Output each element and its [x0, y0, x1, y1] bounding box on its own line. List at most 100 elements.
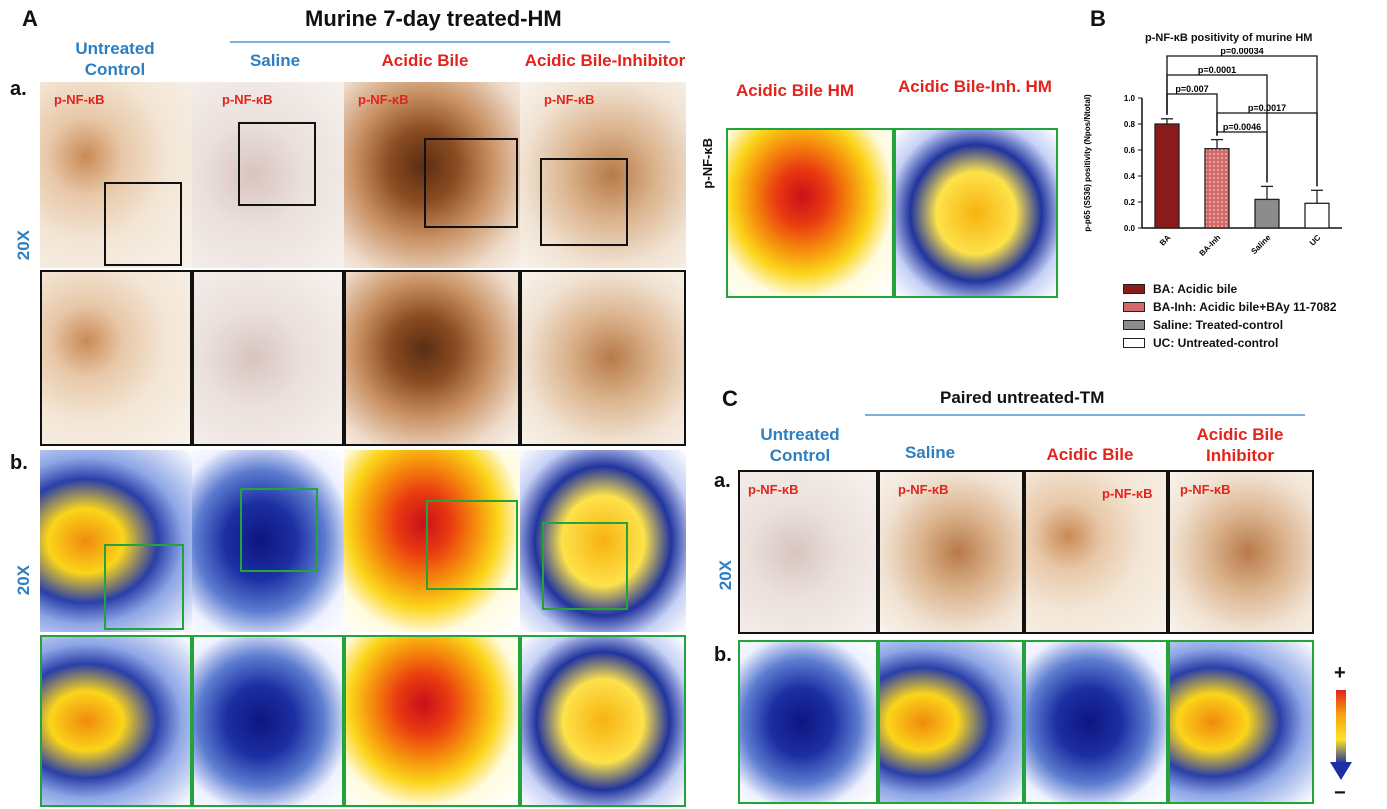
bar-uc [1304, 202, 1330, 229]
heatmap-inset-untreated-control [40, 635, 192, 807]
ihc-inset-acidic-bile [344, 270, 520, 446]
c-heatmap-tile-saline [878, 640, 1024, 804]
panel-a-letter: A [22, 6, 38, 31]
ihc-tile-acidic-bile-inhibitor: p-NF-κB [520, 82, 686, 268]
marker-label: p-NF-κB [222, 92, 273, 107]
heat-title-acidic-bile-inh: Acidic Bile-Inh. HM [898, 77, 1052, 96]
heatmap-inset-acidic-bile-inhibitor [520, 635, 686, 807]
inset-box [540, 158, 628, 246]
marker-label: p-NF-κB [1180, 482, 1231, 497]
row-a-label: a. [10, 78, 27, 100]
ihc-inset-untreated-control [40, 270, 192, 446]
column-header-saline: Saline [249, 51, 301, 70]
legend-label: BA-Inh: Acidic bile+BAy 11-7082 [1153, 300, 1337, 314]
c-magnification-label: 20X [716, 560, 735, 591]
c-heatmap-tile-acidic-bile [1024, 640, 1168, 804]
c-row-b-label: b. [714, 644, 732, 666]
legend-item: BA: Acidic bile [1123, 280, 1337, 298]
significance-bracket [1216, 112, 1318, 187]
heatmap-tile-saline [192, 450, 344, 632]
scale-plus-label: + [1334, 662, 1346, 684]
ihc-tile-acidic-bile: p-NF-κB [344, 82, 520, 268]
marker-label: p-NF-κB [358, 92, 409, 107]
heatmap-compare-acidic-bile-inh [894, 128, 1058, 298]
heatmap-tile-acidic-bile [344, 450, 520, 632]
bar-chart: p-p65 (S536) positivity (Npos/Ntotal) 0.0… [1083, 48, 1342, 258]
x-tick-label: BA-Inh [1198, 233, 1223, 258]
ihc-tile-untreated-control: p-NF-κB [40, 82, 192, 268]
c-ihc-tile-saline: p-NF-κB [878, 470, 1024, 634]
significance-label: p=0.00034 [1220, 48, 1263, 56]
inset-box [542, 522, 628, 610]
c-row-a-label: a. [714, 470, 731, 492]
panel-c-title-rule [865, 414, 1305, 416]
y-tick-label: 0.2 [1124, 198, 1136, 207]
legend-item: UC: Untreated-control [1123, 334, 1337, 352]
inset-box [240, 488, 318, 572]
chart-legend: BA: Acidic bile BA-Inh: Acidic bile+BAy … [1123, 280, 1337, 352]
significance-label: p=0.0046 [1223, 122, 1261, 132]
panel-a-title-rule [230, 41, 670, 43]
legend-swatch [1123, 284, 1145, 294]
c-column-header-acidic-bile-inhibitor: Acidic Bile Inhibitor [1196, 425, 1284, 465]
scale-minus-label: − [1334, 782, 1346, 804]
legend-swatch [1123, 320, 1145, 330]
legend-item: Saline: Treated-control [1123, 316, 1337, 334]
marker-label: p-NF-κB [898, 482, 949, 497]
heatmap-compare-acidic-bile [726, 128, 894, 298]
marker-label: p-NF-κB [544, 92, 595, 107]
row-b-label: b. [10, 452, 28, 474]
column-header-acidic-bile: Acidic Bile [381, 51, 469, 70]
bar-ba [1154, 123, 1180, 229]
heat-title-acidic-bile: Acidic Bile HM [735, 81, 855, 100]
heatmap-inset-saline [192, 635, 344, 807]
significance-label: p=0.007 [1175, 84, 1208, 94]
scale-arrow-down-icon [1330, 762, 1352, 780]
bar-saline [1254, 198, 1280, 229]
x-tick-label: UC [1308, 233, 1323, 248]
panel-b-letter: B [1090, 6, 1106, 31]
legend-label: Saline: Treated-control [1153, 318, 1284, 332]
legend-label: BA: Acidic bile [1153, 282, 1238, 296]
heatmap-tile-acidic-bile-inhibitor [520, 450, 686, 632]
c-column-header-untreated-control: Untreated Control [760, 425, 840, 465]
chart-title: p-NF-κB positivity of murine HM [1145, 32, 1313, 44]
y-tick-label: 1.0 [1124, 94, 1136, 103]
heatmap-inset-acidic-bile [344, 635, 520, 807]
x-tick-label: BA [1158, 233, 1173, 248]
y-tick-label: 0.6 [1124, 146, 1136, 155]
significance-label: p=0.0001 [1198, 65, 1236, 75]
legend-swatch [1123, 302, 1145, 312]
marker-label: p-NF-κB [54, 92, 105, 107]
ihc-inset-saline [192, 270, 344, 446]
y-tick-label: 0.4 [1124, 172, 1136, 181]
inset-box [424, 138, 518, 228]
c-heatmap-tile-untreated-control [738, 640, 878, 804]
panel-c-title: Paired untreated-TM [940, 388, 1105, 407]
intensity-scale-bar [1336, 690, 1346, 764]
x-tick-label: Saline [1249, 233, 1272, 256]
inset-box [104, 182, 182, 266]
column-header-untreated-control: Untreated Control [75, 39, 155, 79]
heatmap-tile-untreated-control [40, 450, 192, 632]
column-header-acidic-bile-inhibitor: Acidic Bile-Inhibitor [524, 51, 686, 70]
heat-marker-label: p-NF-κB [700, 138, 715, 189]
c-column-header-saline: Saline [904, 443, 956, 462]
panel-c-letter: C [722, 386, 738, 411]
marker-label: p-NF-κB [748, 482, 799, 497]
magnification-label-a: 20X [14, 230, 33, 261]
heat-marker-label-wrap: p-NF-κB [700, 138, 722, 238]
magnification-label-b: 20X [14, 565, 33, 596]
significance-bracket [1216, 131, 1268, 183]
ihc-tile-saline: p-NF-κB [192, 82, 344, 268]
y-tick-label: 0.0 [1124, 224, 1136, 233]
significance-label: p=0.0017 [1248, 103, 1286, 113]
legend-swatch [1123, 338, 1145, 348]
inset-box [426, 500, 518, 590]
c-ihc-tile-acidic-bile-inhibitor: p-NF-κB [1168, 470, 1314, 634]
legend-label: UC: Untreated-control [1153, 336, 1279, 350]
c-ihc-tile-untreated-control: p-NF-κB [738, 470, 878, 634]
c-column-header-acidic-bile: Acidic Bile [1046, 445, 1134, 464]
marker-label: p-NF-κB [1102, 486, 1153, 501]
bar-ba-inh [1204, 148, 1230, 229]
